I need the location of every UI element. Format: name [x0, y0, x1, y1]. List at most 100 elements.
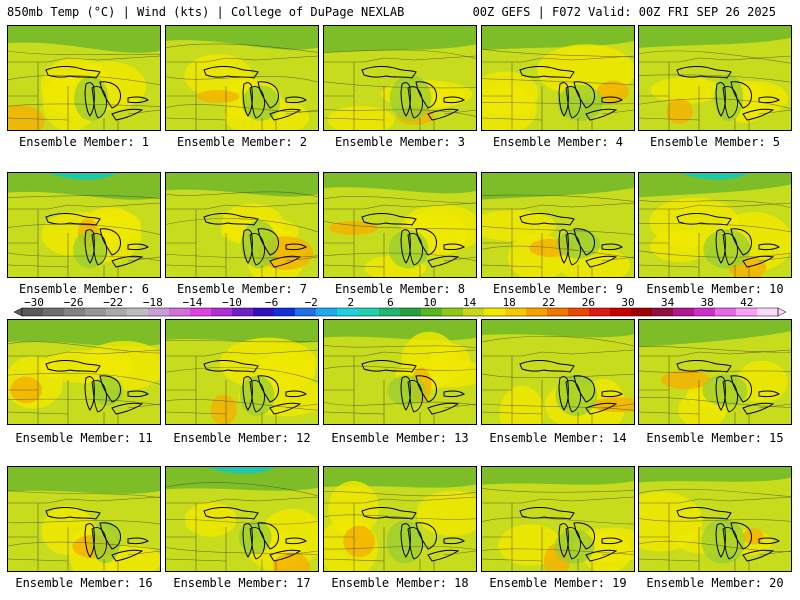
contour-line [166, 253, 318, 259]
mild-air-region [239, 375, 275, 416]
ensemble-map-panel[interactable] [481, 172, 635, 278]
cool-air-region [324, 467, 476, 488]
colorbar-swatch [127, 308, 149, 316]
contour-line [482, 488, 634, 493]
contour-line [324, 81, 476, 89]
state-boundaries [8, 349, 160, 424]
contour-line [166, 218, 318, 233]
ensemble-member-label: Ensemble Member: 12 [173, 431, 311, 445]
contour-line [482, 194, 634, 202]
cool-air-region [639, 26, 791, 48]
michigan-outline [407, 233, 423, 266]
ensemble-map-panel[interactable] [7, 172, 161, 278]
hot-air-region [596, 80, 630, 102]
state-boundaries [166, 55, 318, 130]
ensemble-member-label: Ensemble Member: 1 [18, 135, 150, 149]
cool-air-region [639, 467, 791, 483]
ensemble-map-panel[interactable] [323, 319, 477, 425]
ensemble-map-panel[interactable] [7, 466, 161, 572]
cool-air-region [8, 26, 160, 53]
colorbar-swatch [610, 308, 632, 316]
ensemble-map-panel[interactable] [165, 319, 319, 425]
contour-line [639, 50, 791, 64]
colorbar-swatch [736, 308, 758, 316]
ensemble-map-panel[interactable] [638, 319, 792, 425]
colorbar-tick-label: −6 [265, 296, 278, 309]
colorbar-swatch [400, 308, 422, 316]
great-lakes-outline [361, 66, 465, 121]
contour-line [639, 518, 791, 522]
colorbar-swatch [484, 308, 506, 316]
ensemble-map-panel[interactable] [481, 25, 635, 131]
great-lakes-outline [203, 507, 307, 562]
ensemble-member-label: Ensemble Member: 4 [492, 135, 624, 149]
ensemble-map-panel[interactable] [323, 25, 477, 131]
contour-line [639, 222, 791, 233]
mild-air-region [556, 229, 601, 259]
contour-line [482, 373, 634, 379]
contour-line [166, 340, 318, 343]
contour-line [166, 547, 318, 555]
ensemble-map-panel[interactable] [7, 25, 161, 131]
ensemble-map-panel[interactable] [638, 172, 792, 278]
contour-line [482, 78, 634, 86]
contour-line [8, 490, 160, 498]
great-lakes-outline [203, 360, 307, 415]
mild-air-region [703, 229, 751, 269]
cold-air-region [679, 173, 749, 180]
contour-line [8, 103, 160, 107]
ensemble-map-panel[interactable] [165, 172, 319, 278]
ensemble-member-label: Ensemble Member: 5 [649, 135, 781, 149]
hot-air-region [591, 397, 634, 413]
contour-line [639, 74, 791, 83]
cool-air-region [482, 173, 634, 200]
ensemble-map-panel[interactable] [481, 319, 635, 425]
hot-air-region [196, 89, 240, 103]
colorbar-swatch [169, 308, 191, 316]
colorbar-tick-label: 34 [661, 296, 675, 309]
cool-air-region [166, 26, 318, 50]
great-lakes-outline [519, 507, 623, 562]
colorbar-tick-label: −30 [24, 296, 44, 309]
warm-air-region [416, 490, 476, 537]
state-boundaries [8, 496, 160, 571]
ensemble-member-label: Ensemble Member: 18 [331, 576, 469, 590]
ensemble-map-panel[interactable] [638, 25, 792, 131]
ensemble-map-panel[interactable] [323, 466, 477, 572]
ensemble-map-panel[interactable] [481, 466, 635, 572]
cool-air-region [324, 26, 476, 53]
cool-air-region [482, 26, 634, 51]
colorbar-tick-label: −2 [305, 296, 318, 309]
state-boundaries [639, 496, 791, 571]
state-boundaries [482, 202, 634, 277]
contour-line [8, 372, 160, 385]
state-boundaries [324, 349, 476, 424]
contour-line [166, 104, 318, 113]
michigan-outline [91, 86, 107, 119]
state-boundaries [8, 55, 160, 130]
colorbar-swatch [274, 308, 296, 316]
hot-air-region [660, 370, 710, 390]
mild-air-region [73, 230, 106, 269]
contour-line [8, 223, 160, 235]
ensemble-map-panel[interactable] [638, 466, 792, 572]
state-boundaries [639, 55, 791, 130]
ensemble-map-panel[interactable] [165, 466, 319, 572]
ensemble-map-panel[interactable] [165, 25, 319, 131]
ensemble-map-panel[interactable] [7, 319, 161, 425]
colorbar-tick-label: 14 [463, 296, 477, 309]
michigan-outline [565, 527, 581, 560]
colorbar-swatch [442, 308, 464, 316]
warm-air-region [499, 385, 544, 424]
colorbar-swatch [232, 308, 254, 316]
ensemble-member-label: Ensemble Member: 9 [492, 282, 624, 296]
ensemble-member-label: Ensemble Member: 3 [334, 135, 466, 149]
colorbar-swatch [190, 308, 212, 316]
cool-air-region [324, 173, 476, 194]
michigan-outline [722, 380, 738, 413]
mild-air-region [386, 520, 424, 564]
colorbar-swatch [589, 308, 611, 316]
cool-air-region [639, 320, 791, 347]
temperature-colorbar: −30 −26 −22 −18 −14 −10 −6 −2 2 6 10 14 18 22 26 30 34 38… [13, 296, 787, 317]
ensemble-map-panel[interactable] [323, 172, 477, 278]
